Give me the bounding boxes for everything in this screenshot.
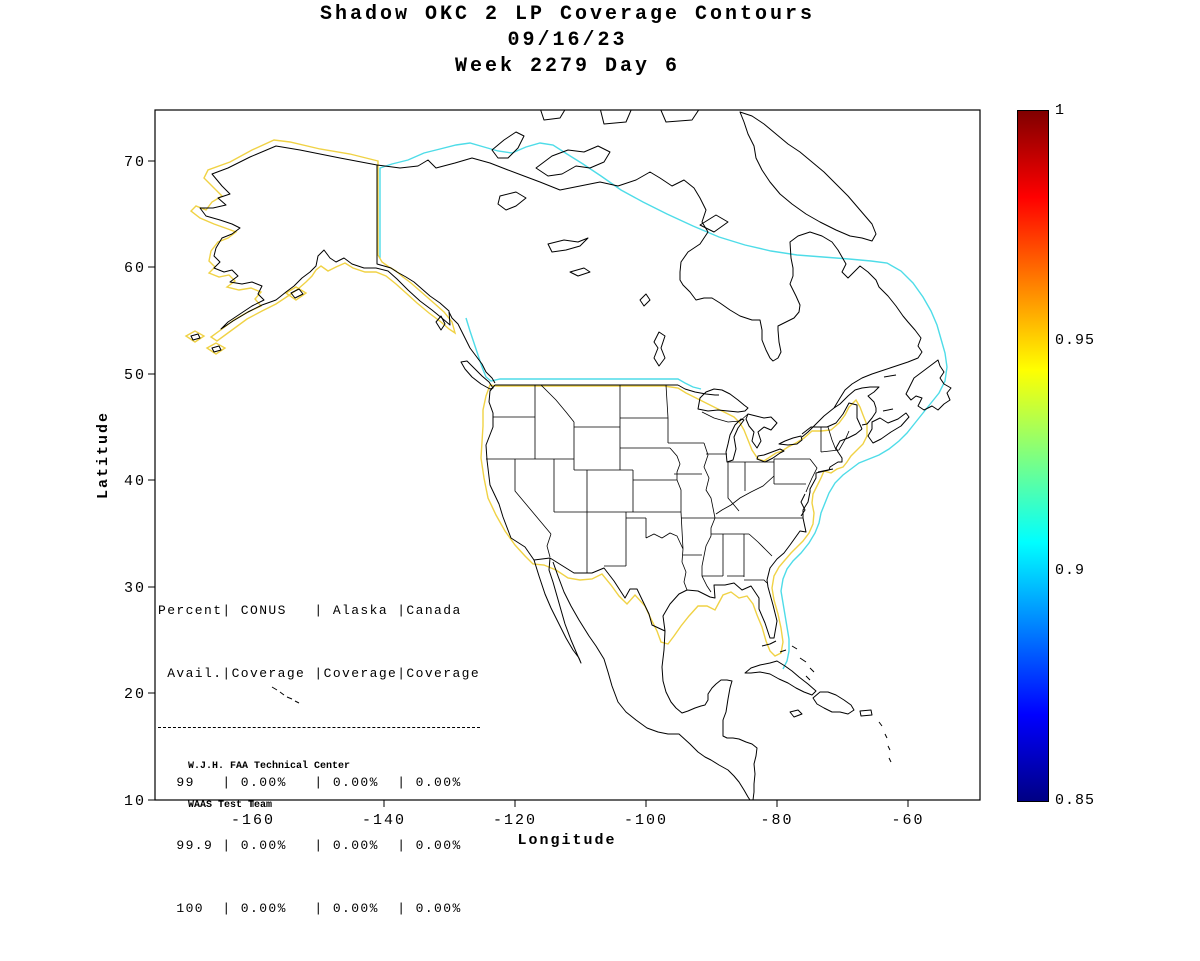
pei: [882, 408, 894, 412]
border-49th-parallel: [495, 384, 719, 396]
lake-huron: [745, 413, 778, 449]
x-tick-label: -140: [362, 812, 406, 829]
y-tick-label: 40: [124, 473, 146, 490]
colorbar-tick-label: 0.9: [1055, 562, 1086, 579]
figure-date: 09/16/23: [507, 29, 628, 52]
coverage-table-divider: [158, 727, 480, 728]
y-tick-label: 30: [124, 580, 146, 597]
us-state-borders: [486, 384, 850, 593]
contour-0p95-yellow: [184, 139, 868, 657]
bahamas-and-keys: [761, 640, 815, 681]
newfoundland: [905, 359, 952, 411]
conus-coastline: [485, 384, 863, 639]
axis-tick-marks: [148, 160, 909, 807]
long-island: [817, 468, 834, 473]
arctic-islands-top: [540, 110, 700, 125]
colorbar-tick-label: 0.95: [1055, 332, 1096, 349]
hawaii-islands: [271, 686, 300, 704]
baffin-island: [739, 111, 877, 242]
canada-coastline: [376, 157, 923, 426]
y-tick-label: 50: [124, 367, 146, 384]
y-axis-label: Latitude: [95, 411, 112, 499]
banks-island: [491, 131, 525, 159]
colorbar-tick-label: 1: [1055, 102, 1066, 119]
mexico-pacific-coast: [552, 561, 751, 800]
figure-title: Shadow OKC 2 LP Coverage Contours: [319, 3, 816, 26]
lake-athabasca: [569, 267, 591, 277]
coverage-table-header1: Percent| CONUS | Alaska |Canada: [158, 603, 462, 618]
coverage-table-row: 99.9 | 0.00% | 0.00% | 0.00%: [158, 838, 462, 853]
cuba: [744, 660, 817, 696]
matlab-figure: Shadow OKC 2 LP Coverage Contours 09/16/…: [95, 2, 1096, 916]
coverage-table-row: 99 | 0.00% | 0.00% | 0.00%: [158, 775, 462, 790]
lake-erie: [756, 448, 785, 463]
vancouver-island: [460, 360, 494, 390]
attribution-line1: W.J.H. FAA Technical Center: [188, 761, 351, 772]
y-tick-label: 60: [124, 260, 146, 277]
alaska-outline: [199, 145, 451, 330]
attribution-line2: WAAS Test Team: [188, 800, 273, 811]
x-tick-label: -60: [891, 812, 924, 829]
x-axis-label: Longitude: [517, 832, 616, 849]
southampton-island: [699, 214, 729, 233]
lake-ontario: [778, 435, 803, 446]
jamaica: [789, 709, 803, 718]
aleutian-islets: [190, 288, 304, 353]
x-tick-label: -120: [493, 812, 537, 829]
puerto-rico: [859, 709, 873, 717]
x-tick-label: -100: [624, 812, 668, 829]
x-tick-label: -80: [760, 812, 793, 829]
title-block: Shadow OKC 2 LP Coverage Contours 09/16/…: [155, 2, 980, 80]
contour-0p90-cyan: [379, 142, 948, 670]
y-tick-label: 70: [124, 154, 146, 171]
plot-axis-box: [154, 109, 981, 801]
y-tick-label: 10: [124, 793, 146, 810]
border-maine-stlawrence: [801, 402, 863, 438]
great-slave-lake: [547, 237, 589, 253]
lake-winnipeg: [653, 331, 666, 367]
anticosti: [883, 374, 897, 378]
mexico-gulf-coast: [661, 630, 758, 800]
lake-michigan: [725, 418, 745, 463]
coverage-map-plot: -160 -140 -120 -100 -80 -60 70 60 50 40 …: [95, 109, 981, 849]
baja-california: [533, 557, 582, 664]
lake-superior: [697, 388, 749, 413]
victoria-island: [535, 145, 611, 177]
coverage-table-header2: Avail.|Coverage |Coverage|Coverage: [158, 666, 481, 681]
haida-gwaii: [435, 315, 446, 331]
map-coastlines: [190, 110, 952, 800]
coverage-table-row: 100 | 0.00% | 0.00% | 0.00%: [158, 901, 462, 916]
colorbar-tick-label: 0.85: [1055, 792, 1096, 809]
chesapeake-bay: [800, 493, 806, 517]
x-tick-label: -160: [231, 812, 275, 829]
hispaniola: [812, 691, 855, 715]
x-tick-labels: -160 -140 -120 -100 -80 -60: [231, 812, 924, 829]
y-tick-label: 20: [124, 686, 146, 703]
lesser-antilles: [878, 721, 892, 763]
colorbar: [1017, 110, 1049, 802]
bc-coast: [448, 311, 496, 384]
great-bear-lake: [497, 191, 527, 211]
reindeer-lake: [639, 293, 651, 307]
figure-week-day: Week 2279 Day 6: [454, 55, 681, 78]
attribution: W.J.H. FAA Technical Center WAAS Test Te…: [188, 734, 350, 838]
nova-scotia: [867, 412, 910, 444]
y-tick-labels: 70 60 50 40 30 20 10: [124, 154, 146, 810]
